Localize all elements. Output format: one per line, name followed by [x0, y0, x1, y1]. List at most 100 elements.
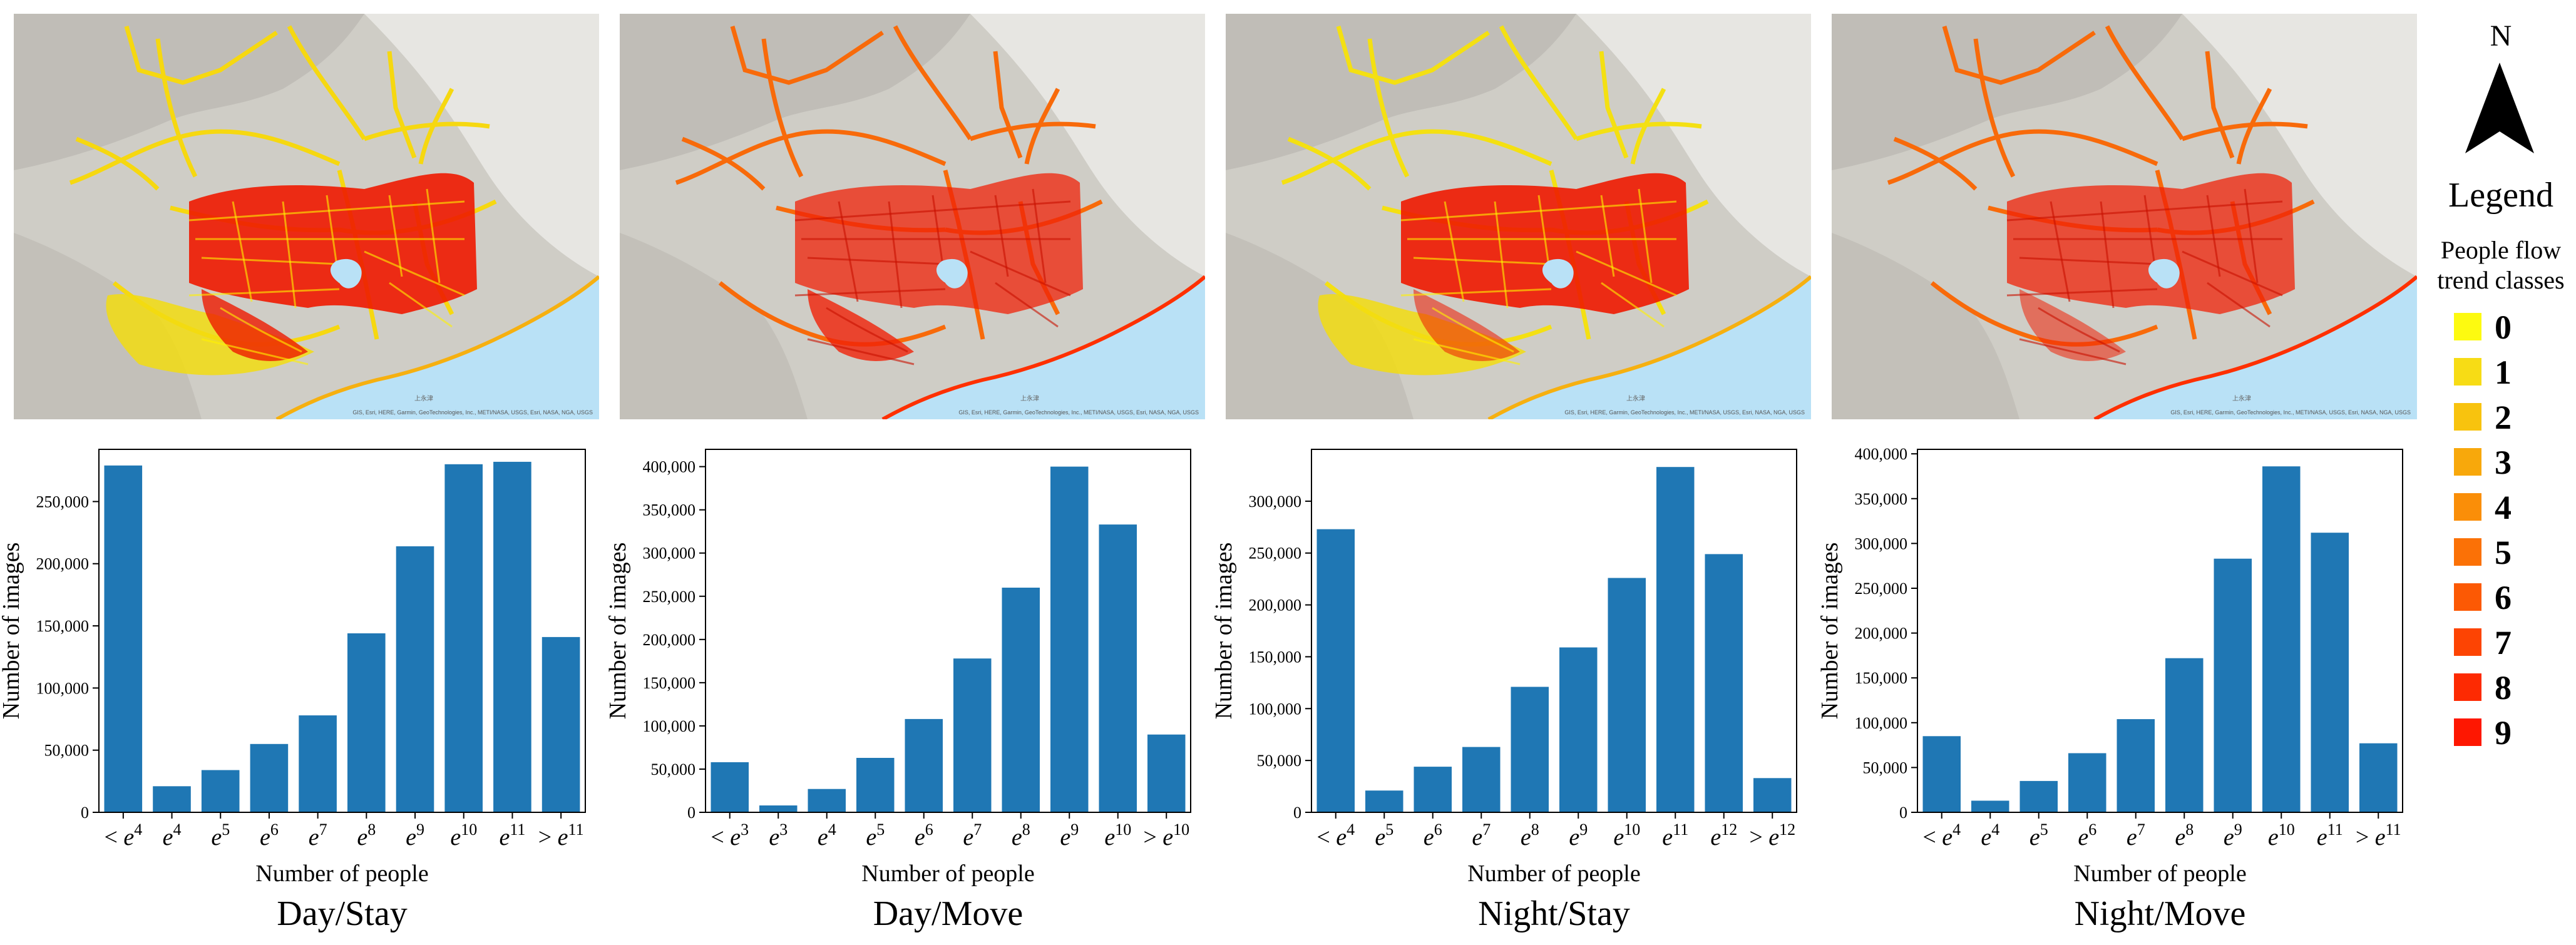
map-road [1973, 38, 2016, 178]
panel-title: Night/Stay [1478, 894, 1630, 933]
bar [2311, 533, 2349, 812]
map-place-label: 上永津 [2232, 394, 2251, 402]
map-night_stay: GIS, Esri, HERE, Garmin, GeoTechnologies… [1226, 14, 1811, 419]
y-axis-label: Number of images [605, 543, 631, 720]
y-tick-label: 100,000 [36, 679, 90, 697]
map-road [1287, 136, 1372, 191]
map-street [201, 338, 309, 365]
map-road [75, 136, 160, 191]
x-tick-label: > e11 [2356, 820, 2401, 850]
y-tick-label: 200,000 [1855, 625, 1908, 643]
legend-swatch-2 [2454, 403, 2481, 431]
bar [347, 633, 386, 812]
x-tick-label: > e11 [538, 820, 584, 850]
map-street [826, 307, 908, 353]
legend-class-label: 0 [2495, 309, 2512, 346]
x-tick-label: e10 [450, 820, 477, 850]
map-street [1601, 282, 1665, 328]
map-day_stay: GIS, Esri, HERE, Garmin, GeoTechnologies… [14, 14, 599, 419]
map-road [730, 26, 884, 85]
map-street [2019, 257, 2158, 265]
map-sea [883, 277, 1205, 419]
x-tick-label: e9 [1569, 820, 1588, 850]
panel-title: Day/Stay [277, 894, 407, 933]
legend-class-label: 5 [2495, 534, 2512, 571]
legend-class-label: 4 [2495, 489, 2512, 526]
x-tick-label: e9 [406, 820, 424, 850]
y-tick-label: 0 [81, 804, 89, 822]
map-street [1432, 307, 1514, 353]
bar [493, 461, 531, 812]
legend-class-label: 8 [2495, 669, 2512, 707]
y-tick-label: 350,000 [643, 501, 696, 519]
y-tick-label: 50,000 [1863, 759, 1908, 777]
bar [1147, 734, 1186, 812]
bar [2019, 780, 2058, 812]
north-arrow-icon [2465, 63, 2534, 153]
bar [1002, 588, 1040, 812]
y-tick-label: 100,000 [1249, 700, 1302, 718]
x-tick-label: > e12 [1749, 820, 1795, 850]
bar [104, 465, 143, 812]
map-coast-road [2093, 275, 2417, 419]
x-tick-label: < e3 [711, 820, 749, 850]
legend-swatch-7 [2454, 628, 2481, 656]
x-tick-label: e6 [260, 820, 279, 850]
map-street [2006, 288, 2158, 297]
bar [1462, 747, 1501, 812]
y-axis-label: Number of images [1211, 543, 1237, 720]
bar [1511, 687, 1549, 812]
map-road [155, 38, 198, 178]
legend-swatch-6 [2454, 583, 2481, 611]
map-street [838, 201, 859, 302]
map-hills [1832, 233, 2019, 419]
map-mountains [1832, 14, 2182, 170]
bar [759, 805, 798, 812]
charts-layer: 0 50,000 100,000 150,000 200,000 250,000 < e4 e… [0, 445, 2403, 933]
map-road [1599, 51, 1629, 159]
legend-swatch-0 [2454, 313, 2481, 340]
bar [250, 743, 289, 812]
map-street [188, 288, 340, 297]
y-tick-label: 250,000 [643, 588, 696, 606]
y-tick-label: 150,000 [36, 617, 90, 635]
map-road [124, 26, 278, 85]
x-axis-label: Number of people [255, 861, 428, 887]
map-road [69, 129, 341, 185]
y-tick-label: 250,000 [36, 493, 90, 511]
chart-2: 0 50,000 100,000 150,000 200,000 250,000 300,0… [605, 449, 1191, 933]
map-street [807, 338, 915, 365]
y-tick-label: 50,000 [1257, 752, 1302, 770]
map-road [1024, 88, 1060, 165]
x-tick-label: e7 [963, 820, 982, 850]
map-night_move: GIS, Esri, HERE, Garmin, GeoTechnologies… [1832, 14, 2417, 419]
map-road [1887, 129, 2158, 185]
map-street [364, 250, 465, 297]
map-lowland [1576, 14, 1811, 277]
bar [1099, 524, 1137, 812]
map-attribution: GIS, Esri, HERE, Garmin, GeoTechnologies… [1564, 409, 1805, 416]
panel-title: Day/Move [873, 894, 1024, 933]
north-label: N [2490, 19, 2512, 53]
x-tick-label: e9 [1060, 820, 1079, 850]
x-tick-label: e7 [1472, 820, 1491, 850]
map-street [426, 188, 441, 284]
map-street [1413, 257, 1552, 265]
map-south-district [1414, 289, 1520, 361]
legend-class-label: 2 [2495, 399, 2512, 436]
map-street [794, 288, 946, 297]
y-tick-label: 250,000 [1249, 544, 1302, 563]
bar [2359, 743, 2398, 812]
panel-title: Night/Move [2075, 894, 2246, 933]
x-tick-label: e8 [1012, 820, 1030, 850]
x-tick-label: e6 [915, 820, 933, 850]
map-hills [14, 233, 202, 419]
y-axis-label: Number of images [0, 543, 24, 720]
bar [905, 718, 943, 812]
x-tick-label: e9 [2224, 820, 2242, 850]
x-tick-label: < e4 [104, 820, 142, 850]
map-south-district [202, 289, 308, 361]
map-road [2205, 51, 2235, 159]
y-tick-label: 150,000 [643, 674, 696, 692]
